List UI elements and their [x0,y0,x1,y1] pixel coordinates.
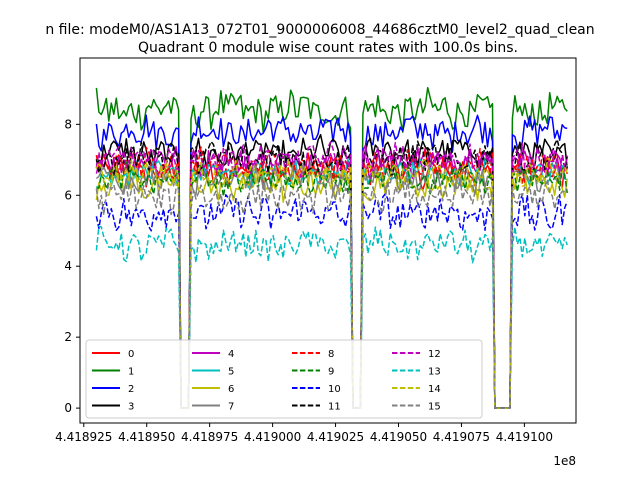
legend-item: 13 [392,367,441,378]
series-layer [95,86,568,409]
legend-item: 14 [392,384,441,395]
series-line-14 [95,158,568,409]
x-tick-label: 4.418925 [55,430,112,444]
series-line-13 [95,225,568,409]
legend-label: 3 [128,402,134,413]
y-tick-label: 0 [64,401,72,415]
x-tick-label: 4.419075 [433,430,490,444]
legend-item: 6 [192,384,234,395]
y-axis: 0 2 4 6 8 [64,117,80,415]
y-tick-label: 2 [64,330,72,344]
legend-item: 15 [392,402,441,413]
legend-label: 1 [128,367,134,378]
series-line-12 [95,141,568,409]
legend-label: 7 [228,402,234,413]
legend-label: 12 [428,349,441,360]
x-axis: 4.418925 4.418950 4.418975 4.419000 4.419025… [55,423,553,444]
legend-label: 11 [328,402,341,413]
legend-box [85,339,483,419]
legend-item: 4 [192,349,234,360]
series-line-9 [96,161,568,409]
legend-item: 9 [292,367,334,378]
series-line-2 [95,114,568,409]
x-tick-label: 4.419000 [244,430,301,444]
x-offset-label: 1e8 [553,454,576,468]
plot-area-frame [79,57,577,424]
x-tick-label: 4.419100 [496,430,553,444]
legend-label: 6 [228,384,234,395]
x-tick-label: 4.418950 [118,430,175,444]
y-tick-label: 8 [64,117,72,131]
series-line-1 [95,86,568,409]
legend-label: 5 [228,367,234,378]
series-line-8 [95,146,568,409]
legend-label: 10 [328,384,341,395]
legend-label: 8 [328,349,334,360]
legend-item: 7 [192,402,234,413]
y-tick-label: 4 [64,259,72,273]
legend-item: 10 [292,384,341,395]
legend-label: 4 [228,349,234,360]
legend-item: 0 [92,349,134,360]
series-line-11 [95,138,568,409]
legend-label: 0 [128,349,134,360]
series-line-15 [95,177,568,409]
legend-label: 13 [428,367,441,378]
legend-item: 11 [292,402,341,413]
legend-item: 5 [192,367,234,378]
x-tick-label: 4.419025 [307,430,364,444]
y-tick-label: 6 [64,188,72,202]
series-line-10 [95,193,568,409]
legend-item: 3 [92,402,134,413]
legend-item: 12 [392,349,441,360]
legend-item: 1 [92,367,134,378]
legend-label: 14 [428,384,441,395]
legend-item: 2 [92,384,134,395]
legend-label: 15 [428,402,441,413]
x-tick-label: 4.419050 [370,430,427,444]
x-tick-label: 4.418975 [181,430,238,444]
legend-item: 8 [292,349,334,360]
legend-label: 2 [128,384,134,395]
legend-label: 9 [328,367,334,378]
figure-suptitle: n file: modeM0/AS1A13_072T01_9000006008_… [45,22,594,38]
chart-title: Quadrant 0 module wise count rates with … [138,40,518,56]
